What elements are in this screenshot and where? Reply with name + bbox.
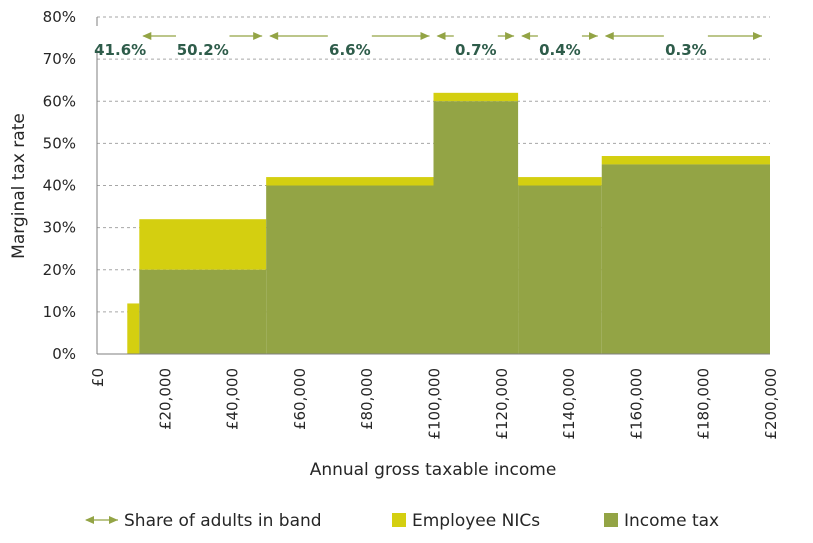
x-tick-label: £120,000 — [493, 368, 511, 440]
nics-segment — [518, 177, 602, 186]
band-label-bg — [663, 26, 708, 50]
income-tax-segment — [433, 101, 519, 354]
legend-label-income-tax: Income tax — [624, 511, 719, 531]
y-tick-label: 70% — [43, 50, 76, 68]
x-tick-label: £0 — [89, 368, 107, 387]
nics-segment — [601, 156, 770, 165]
x-tick-label: £40,000 — [224, 368, 242, 430]
band-label-bg — [327, 26, 372, 50]
x-tick-label: £160,000 — [627, 368, 645, 440]
legend-label-nics: Employee NICs — [412, 511, 540, 531]
y-tick-label: 60% — [43, 92, 76, 110]
y-tick-label: 10% — [43, 303, 76, 321]
band-share-label: 0.4% — [539, 41, 581, 59]
x-tick-label: £80,000 — [358, 368, 376, 430]
band-label-bg — [537, 26, 582, 50]
y-tick-label: 50% — [43, 134, 76, 152]
x-tick-label: £200,000 — [762, 368, 780, 440]
nics-segment — [139, 219, 267, 270]
band-label-bg — [93, 26, 147, 50]
income-tax-segment — [518, 185, 602, 354]
x-tick-label: £140,000 — [560, 368, 578, 440]
band-label-bg — [453, 26, 498, 50]
x-axis-title: Annual gross taxable income — [310, 460, 557, 480]
axes: 0% 10% 20% 30% 40% 50% 60% 70% 80% £0 £20,000 £40,0… — [43, 8, 780, 440]
y-tick-label: 0% — [52, 345, 76, 363]
legend-nics-swatch — [392, 513, 406, 527]
x-tick-label: £20,000 — [156, 368, 174, 430]
nics-segment — [127, 303, 140, 354]
legend-label-share: Share of adults in band — [124, 511, 322, 531]
band-share-label: 0.7% — [455, 41, 497, 59]
x-tick-label: £180,000 — [695, 368, 713, 440]
legend-income-tax-swatch — [604, 513, 618, 527]
income-tax-segment — [139, 269, 267, 354]
y-tick-label: 30% — [43, 219, 76, 237]
income-tax-segment — [266, 185, 434, 354]
band-label-bg — [175, 26, 230, 50]
band-share-label: 6.6% — [329, 41, 371, 59]
band-share-label: 41.6% — [94, 41, 146, 59]
legend: Share of adults in band Employee NICs Inco… — [85, 511, 719, 531]
y-tick-label: 40% — [43, 177, 76, 195]
y-tick-label: 80% — [43, 8, 76, 26]
x-tick-label: £100,000 — [426, 368, 444, 440]
income-tax-segment — [601, 164, 770, 354]
y-tick-label: 20% — [43, 261, 76, 279]
band-annotations: 41.6% 50.2% 6.6% 0.7% 0.4% 0.3% — [93, 26, 762, 59]
nics-segment — [266, 177, 434, 186]
band-share-label: 50.2% — [177, 41, 229, 59]
x-tick-label: £60,000 — [291, 368, 309, 430]
nics-segment — [433, 92, 519, 102]
band-share-label: 0.3% — [665, 41, 707, 59]
y-axis-title: Marginal tax rate — [9, 113, 29, 259]
plot-area — [127, 92, 770, 354]
